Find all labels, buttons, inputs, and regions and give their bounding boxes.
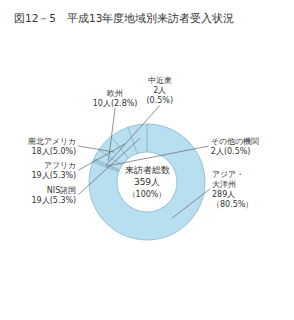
svg-text:359人: 359人 <box>134 177 160 187</box>
svg-text:（100%）: （100%） <box>128 190 167 199</box>
svg-text:中近東2人(0.5%): 中近東2人(0.5%) <box>146 76 173 105</box>
svg-text:来訪者総数: 来訪者総数 <box>125 165 170 175</box>
html-text:図12－5 平成13年度地域別来訪者受入状況: 図12－5 平成13年度地域別来訪者受入状況 <box>14 12 235 24</box>
svg-text:欧州10人(2.8%): 欧州10人(2.8%) <box>93 89 138 108</box>
svg-text:NIS諸国19人(5.3%): NIS諸国19人(5.3%) <box>31 186 76 205</box>
svg-text:その他の機関2人(0.5%): その他の機関2人(0.5%) <box>211 137 259 156</box>
svg-text:南北アメリカ18人(5.0%): 南北アメリカ18人(5.0%) <box>28 137 76 156</box>
svg-text:アジア・大洋州289人（80.5%）: アジア・大洋州289人（80.5%） <box>212 170 253 209</box>
svg-text:アフリカ19人(5.3%): アフリカ19人(5.3%) <box>31 161 76 180</box>
